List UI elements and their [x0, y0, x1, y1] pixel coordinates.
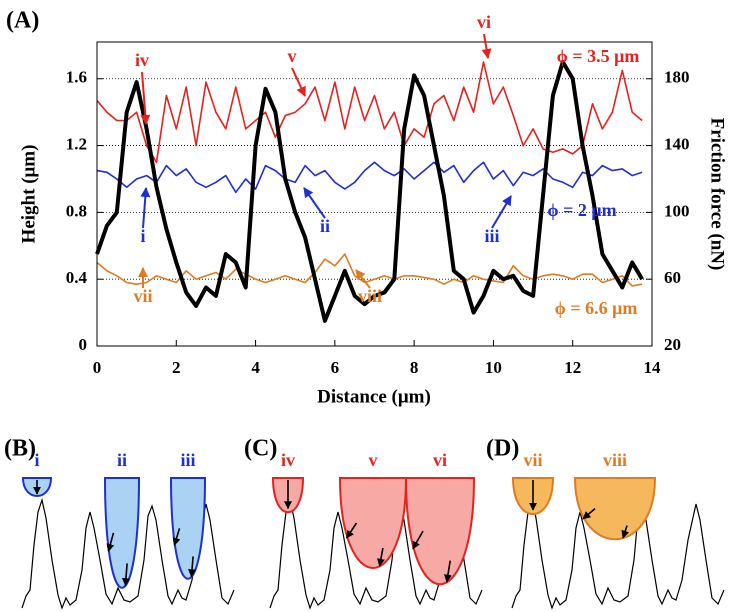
annotation-arrow [481, 33, 492, 59]
x-tick-label: 12 [564, 358, 581, 377]
series-line [95, 60, 644, 323]
y-tick-label: 0.8 [66, 201, 87, 220]
tip-label: iii [180, 450, 195, 470]
annotation-label: ii [320, 216, 330, 236]
contact-arrow [121, 563, 130, 587]
tip-label: v [369, 450, 378, 470]
annotation-label: iii [484, 226, 499, 246]
y-axis-label: Height (μm) [18, 145, 39, 244]
series-label: ϕ = 2 μm [547, 200, 616, 220]
annotation-label: v [288, 46, 297, 66]
x-axis-label: Distance (μm) [317, 386, 431, 407]
annotation-arrow [140, 187, 151, 229]
y2-axis-label: Friction force (nN) [707, 118, 728, 271]
y2-tick-label: 20 [664, 335, 681, 354]
tip-shape [573, 477, 657, 541]
tip-label: viii [603, 450, 627, 470]
panel-label: (C) [244, 436, 277, 462]
annotation-label: i [140, 226, 145, 246]
tip-label: iv [281, 450, 295, 470]
x-tick-label: 2 [172, 358, 181, 377]
contact-arrow [376, 547, 385, 567]
contact-arrow [582, 507, 596, 520]
series-line [96, 61, 643, 164]
annotation-arrow [291, 67, 306, 97]
schematic-panel: (D) vii viii [486, 436, 725, 610]
contact-arrow [443, 560, 452, 583]
series-label: ϕ = 3.5 μm [557, 46, 640, 66]
panel-label: (D) [486, 436, 519, 462]
annotation-label: viii [358, 286, 382, 306]
annotation-arrow [355, 269, 371, 289]
tip-label: vii [523, 450, 542, 470]
contact-arrow [621, 525, 630, 539]
series-line [96, 161, 643, 194]
surface-profile [511, 497, 725, 610]
y-tick-label: 1.2 [66, 134, 87, 153]
tip-shape [103, 477, 141, 589]
tip-label: i [34, 450, 39, 470]
annotation-arrow [140, 71, 151, 125]
x-tick-label: 4 [251, 358, 260, 377]
annotation-label: vii [133, 286, 152, 306]
annotation-label: iv [135, 50, 149, 70]
contact-arrow [188, 556, 196, 578]
contact-arrow [412, 530, 424, 550]
contact-arrow [345, 522, 358, 539]
schematic-panel: (B)i ii iii [4, 436, 235, 610]
y2-tick-label: 180 [664, 68, 690, 87]
y-tick-label: 0.4 [66, 268, 88, 287]
annotation-label: vi [477, 12, 491, 32]
annotation-arrow [491, 195, 512, 229]
contact-arrow [106, 532, 115, 552]
y2-tick-label: 60 [664, 268, 681, 287]
series-line [96, 253, 643, 287]
x-tick-label: 8 [410, 358, 419, 377]
contact-arrow [172, 528, 181, 546]
schematic-panel: (C) iv v vi [244, 436, 483, 610]
annotation-arrow [303, 187, 326, 219]
panel-label: (A) [6, 8, 39, 34]
tip-shape [169, 477, 207, 580]
x-tick-label: 14 [644, 358, 662, 377]
series-label: ϕ = 6.6 μm [555, 298, 638, 318]
y2-tick-label: 100 [664, 201, 690, 220]
x-tick-label: 6 [331, 358, 340, 377]
tip-shape [404, 477, 476, 585]
y2-tick-label: 140 [664, 134, 690, 153]
y-tick-label: 1.6 [66, 68, 87, 87]
panel-label: (B) [4, 436, 36, 462]
tip-shape [338, 477, 408, 569]
y-tick-label: 0 [79, 335, 88, 354]
plot-frame [96, 41, 653, 347]
tip-label: vi [433, 450, 447, 470]
x-tick-label: 10 [485, 358, 502, 377]
x-tick-label: 0 [93, 358, 102, 377]
tip-label: ii [117, 450, 127, 470]
